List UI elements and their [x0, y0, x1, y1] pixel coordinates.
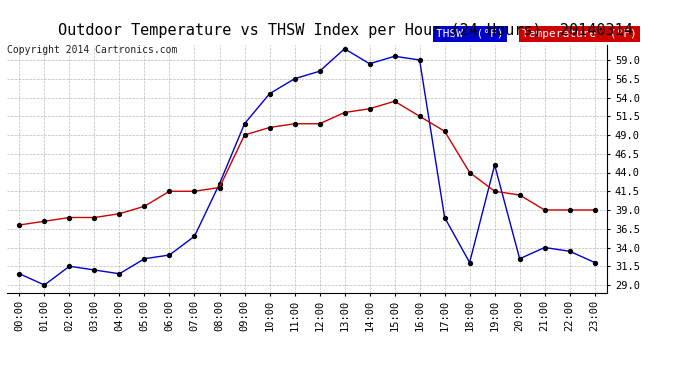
Text: THSW  (°F): THSW (°F): [436, 29, 504, 39]
Text: Outdoor Temperature vs THSW Index per Hour (24 Hours)  20140314: Outdoor Temperature vs THSW Index per Ho…: [57, 22, 633, 38]
Text: Copyright 2014 Cartronics.com: Copyright 2014 Cartronics.com: [7, 45, 177, 55]
Text: Temperature  (°F): Temperature (°F): [522, 29, 637, 39]
